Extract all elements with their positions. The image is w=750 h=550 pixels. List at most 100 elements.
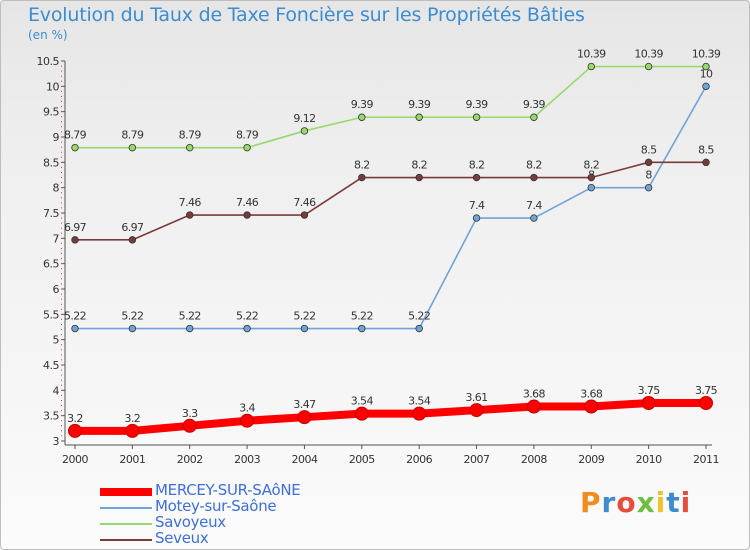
- data-label: 3.47: [293, 398, 316, 411]
- data-label: 8.5: [641, 143, 657, 156]
- data-label: 8.79: [64, 129, 87, 142]
- x-tick-label: 2008: [521, 453, 547, 466]
- data-point: [702, 62, 710, 71]
- legend-label: MERCEY-SUR-SAôNE: [155, 481, 301, 499]
- data-label: 3.3: [182, 407, 198, 420]
- data-point: [641, 396, 656, 410]
- data-label: 10: [700, 67, 713, 80]
- data-point: [472, 173, 481, 182]
- data-point: [71, 143, 79, 152]
- data-point: [358, 173, 366, 182]
- data-label: 5.22: [64, 310, 86, 323]
- data-point: [415, 113, 423, 121]
- y-tick-label: 4: [53, 384, 60, 397]
- data-point: [128, 324, 137, 333]
- data-label: 8.79: [179, 129, 202, 142]
- data-label: 9.12: [293, 112, 315, 125]
- data-label: 8.2: [354, 159, 370, 172]
- x-tick-label: 2000: [62, 453, 88, 466]
- data-point: [68, 423, 82, 438]
- data-point: [587, 62, 595, 71]
- data-label: 3.4: [239, 402, 255, 415]
- legend-swatch: [100, 507, 152, 509]
- y-tick-label: 3: [53, 435, 60, 448]
- data-label: 3.54: [351, 395, 374, 408]
- data-label: 8.2: [526, 159, 542, 172]
- legend-swatch: [100, 539, 152, 541]
- chart-title: Evolution du Taux de Taxe Foncière sur l…: [28, 4, 585, 26]
- x-tick-label: 2010: [636, 453, 662, 466]
- x-tick-label: 2004: [291, 453, 317, 466]
- y-tick-label: 6: [53, 283, 60, 296]
- data-point: [300, 127, 309, 135]
- data-point: [472, 214, 481, 222]
- data-point: [644, 62, 653, 71]
- data-point: [71, 236, 79, 244]
- data-label: 7.46: [293, 196, 316, 209]
- data-point: [644, 158, 653, 167]
- x-tick-label: 2011: [693, 453, 719, 466]
- data-point: [530, 214, 538, 222]
- x-tick-label: 2005: [349, 453, 375, 466]
- data-label: 6.97: [121, 221, 144, 234]
- data-point: [243, 324, 251, 333]
- y-tick-label: 5.5: [43, 308, 59, 321]
- data-label: 9.39: [465, 98, 488, 111]
- data-label: 8.2: [411, 159, 427, 172]
- data-point: [702, 82, 710, 91]
- series-line: [74, 85, 707, 330]
- data-label: 7.46: [236, 196, 259, 209]
- y-tick-label: 7.5: [43, 207, 59, 220]
- data-point: [530, 173, 538, 182]
- data-label: 3.75: [695, 384, 718, 397]
- data-point: [587, 183, 595, 192]
- series-line: [74, 65, 707, 149]
- data-label: 9.39: [351, 98, 374, 111]
- data-label: 3.75: [638, 384, 661, 397]
- data-point: [587, 173, 595, 182]
- data-label: 5.22: [236, 310, 258, 323]
- y-tick-label: 7: [53, 232, 60, 245]
- data-point: [702, 158, 710, 167]
- data-point: [526, 399, 541, 414]
- data-point: [243, 211, 251, 219]
- data-label: 10.39: [634, 48, 663, 61]
- data-label: 7.4: [526, 199, 542, 212]
- data-point: [297, 410, 312, 425]
- data-point: [186, 324, 194, 333]
- data-label: 9.39: [408, 98, 431, 111]
- data-point: [240, 413, 255, 428]
- data-label: 3.2: [67, 412, 83, 425]
- data-label: 8.5: [698, 143, 714, 156]
- legend-swatch: [100, 488, 152, 496]
- x-tick-label: 2007: [464, 453, 490, 466]
- legend-label: Seveux: [155, 529, 209, 547]
- data-label: 5.22: [293, 310, 315, 323]
- data-point: [469, 403, 484, 418]
- series-line: [71, 399, 710, 435]
- data-point: [584, 399, 599, 414]
- proxiti-logo: Proxiti: [580, 486, 692, 519]
- data-label: 3.54: [408, 395, 431, 408]
- data-point: [125, 423, 140, 438]
- series-line: [74, 161, 707, 241]
- data-label: 3.68: [580, 388, 603, 401]
- data-point: [300, 324, 309, 333]
- y-tick-label: 4.5: [43, 359, 59, 372]
- data-point: [699, 396, 713, 410]
- legend-label: Motey-sur-Saône: [155, 497, 277, 515]
- data-point: [415, 173, 423, 182]
- data-label: 8: [645, 169, 652, 182]
- y-tick-label: 5: [53, 334, 60, 347]
- data-label: 5.22: [408, 310, 430, 323]
- data-point: [530, 113, 538, 121]
- data-label: 7.46: [179, 196, 202, 209]
- x-tick-label: 2006: [406, 453, 432, 466]
- data-point: [186, 143, 194, 152]
- data-point: [128, 143, 137, 152]
- y-tick-label: 9: [53, 131, 60, 144]
- y-unit-label: (en %): [28, 28, 68, 42]
- legend-label: Savoyeux: [155, 513, 226, 531]
- data-label: 7.4: [469, 199, 485, 212]
